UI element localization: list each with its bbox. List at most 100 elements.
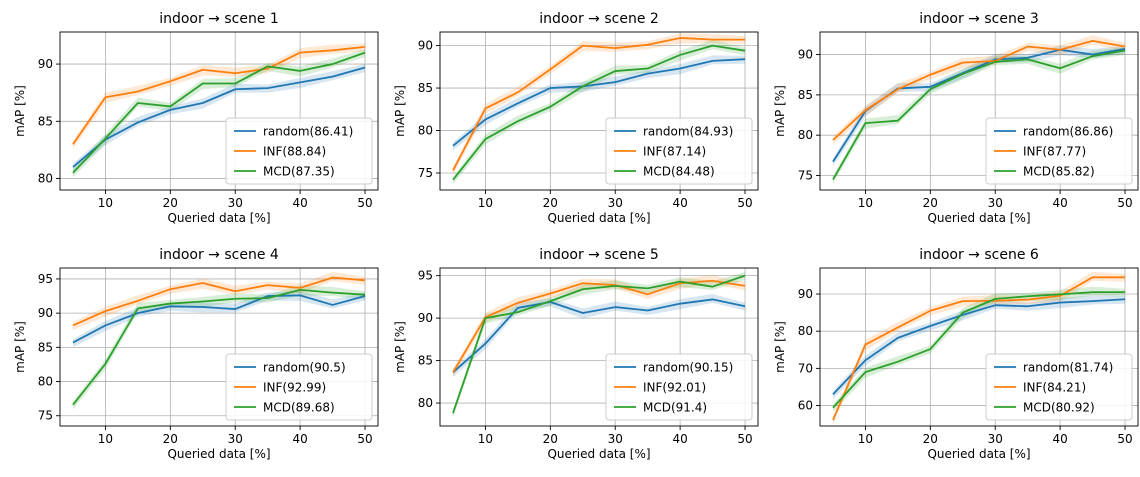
y-tick-label: 85 — [418, 354, 433, 368]
chart-title: indoor → scene 4 — [159, 247, 279, 263]
x-tick-label: 30 — [228, 196, 243, 210]
legend: random(86.41) INF(88.84) MCD(87.35) — [226, 118, 372, 184]
chart-panel-6: 10 20 30 40 50 60 70 80 90 indoor → scene 6 Querie… — [773, 247, 1138, 461]
x-axis-label: Queried data [%] — [927, 211, 1030, 225]
x-tick-label: 10 — [98, 196, 113, 210]
x-tick-label: 40 — [292, 432, 307, 446]
x-tick-label: 50 — [1117, 432, 1132, 446]
x-tick-label: 30 — [228, 432, 243, 446]
y-axis-label: mAP [%] — [13, 321, 27, 373]
legend-entry-2: INF(87.77) — [1023, 145, 1086, 159]
chart-title: indoor → scene 1 — [159, 11, 279, 27]
x-tick-label: 20 — [923, 432, 938, 446]
y-tick-label: 90 — [38, 306, 53, 320]
y-axis-label: mAP [%] — [393, 85, 407, 137]
x-tick-label: 40 — [672, 196, 687, 210]
y-tick-label: 85 — [38, 114, 53, 128]
x-tick-label: 30 — [988, 196, 1003, 210]
legend-entry-1: random(86.86) — [1023, 125, 1113, 139]
y-tick-label: 80 — [798, 128, 813, 142]
x-tick-label: 20 — [543, 196, 558, 210]
y-tick-label: 85 — [798, 88, 813, 102]
legend-entry-1: random(90.15) — [643, 361, 733, 375]
x-axis-label: Queried data [%] — [927, 447, 1030, 461]
legend-entry-2: INF(88.84) — [263, 145, 326, 159]
y-axis-label: mAP [%] — [773, 85, 787, 137]
y-tick-label: 80 — [418, 396, 433, 410]
x-tick-label: 30 — [608, 196, 623, 210]
x-tick-label: 10 — [478, 432, 493, 446]
x-tick-label: 10 — [858, 432, 873, 446]
x-tick-label: 30 — [608, 432, 623, 446]
y-tick-label: 80 — [418, 124, 433, 138]
x-tick-label: 40 — [292, 196, 307, 210]
x-tick-label: 20 — [923, 196, 938, 210]
chart-title: indoor → scene 3 — [919, 11, 1039, 27]
x-tick-label: 10 — [98, 432, 113, 446]
y-tick-label: 75 — [38, 409, 53, 423]
y-tick-label: 85 — [38, 340, 53, 354]
x-tick-label: 20 — [543, 432, 558, 446]
y-tick-label: 90 — [418, 39, 433, 53]
x-tick-label: 10 — [858, 196, 873, 210]
x-axis-label: Queried data [%] — [547, 447, 650, 461]
legend-entry-1: random(81.74) — [1023, 361, 1113, 375]
legend-entry-3: MCD(87.35) — [263, 165, 335, 179]
chart-title: indoor → scene 5 — [539, 247, 659, 263]
chart-panel-3: 10 20 30 40 50 75 80 85 90 indoor → scene 3 Querie… — [773, 11, 1138, 225]
y-tick-label: 90 — [798, 287, 813, 301]
legend-entry-3: MCD(84.48) — [643, 165, 715, 179]
x-tick-label: 50 — [737, 432, 752, 446]
y-tick-label: 80 — [38, 375, 53, 389]
x-tick-label: 10 — [478, 196, 493, 210]
y-axis-label: mAP [%] — [393, 321, 407, 373]
y-tick-label: 80 — [38, 172, 53, 186]
x-tick-label: 40 — [1052, 196, 1067, 210]
y-tick-label: 70 — [798, 361, 813, 375]
legend: random(81.74) INF(84.21) MCD(80.92) — [986, 354, 1132, 420]
x-tick-label: 50 — [1117, 196, 1132, 210]
y-tick-label: 80 — [798, 324, 813, 338]
x-axis-label: Queried data [%] — [167, 211, 270, 225]
legend-entry-2: INF(92.01) — [643, 381, 706, 395]
y-tick-label: 75 — [798, 168, 813, 182]
x-tick-label: 50 — [357, 432, 372, 446]
chart-panel-2: 10 20 30 40 50 75 80 85 90 indoor → scene 2 Querie… — [393, 11, 758, 225]
x-axis-label: Queried data [%] — [547, 211, 650, 225]
x-tick-label: 50 — [357, 196, 372, 210]
y-axis-label: mAP [%] — [13, 85, 27, 137]
legend: random(90.5)INF(92.99)MCD(89.68) — [226, 354, 372, 420]
y-tick-label: 90 — [38, 57, 53, 71]
legend-entry-1: random(84.93) — [643, 125, 733, 139]
y-tick-label: 60 — [798, 399, 813, 413]
x-tick-label: 50 — [737, 196, 752, 210]
chart-title: indoor → scene 6 — [919, 247, 1039, 263]
y-tick-label: 85 — [418, 81, 433, 95]
y-tick-label: 75 — [418, 166, 433, 180]
chart-title: indoor → scene 2 — [539, 11, 659, 27]
legend-entry-3: MCD(89.68) — [263, 401, 335, 415]
y-tick-label: 90 — [798, 48, 813, 62]
x-tick-label: 30 — [988, 432, 1003, 446]
chart-panel-4: 10 20 30 40 50 75 80 85 90 95 indoor → scene 4 Quer… — [13, 247, 378, 461]
y-tick-label: 90 — [418, 311, 433, 325]
legend-entry-1: random(86.41) — [263, 125, 353, 139]
y-axis-label: mAP [%] — [773, 321, 787, 373]
legend-entry-2: INF(92.99) — [263, 381, 326, 395]
x-tick-label: 40 — [672, 432, 687, 446]
x-axis-label: Queried data [%] — [167, 447, 270, 461]
legend-entry-3: MCD(85.82) — [1023, 165, 1095, 179]
legend: random(90.15) INF(92.01) MCD(91.4) — [606, 354, 752, 420]
legend-entry-2: INF(84.21) — [1023, 381, 1086, 395]
legend: random(84.93) INF(87.14) MCD(84.48) — [606, 118, 752, 184]
x-tick-label: 40 — [1052, 432, 1067, 446]
x-tick-label: 20 — [163, 432, 178, 446]
legend-entry-3: MCD(80.92) — [1023, 401, 1095, 415]
legend-entry-2: INF(87.14) — [643, 145, 706, 159]
y-tick-label: 95 — [38, 272, 53, 286]
legend-entry-3: MCD(91.4) — [643, 401, 707, 415]
